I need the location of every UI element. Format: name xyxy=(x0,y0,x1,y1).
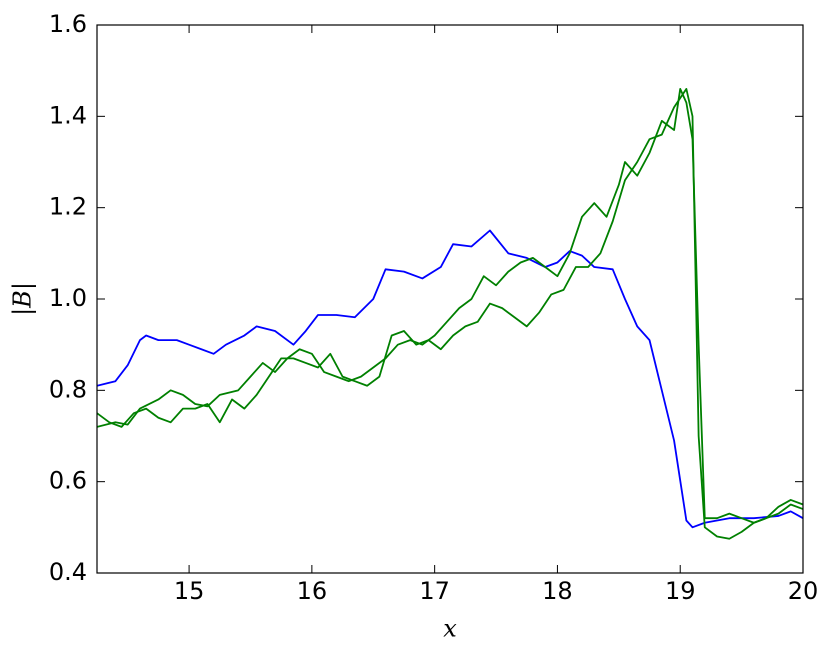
y-tick-label: 1.4 xyxy=(49,101,87,129)
x-tick-label: 16 xyxy=(297,577,328,605)
y-tick-label: 0.4 xyxy=(49,558,87,586)
y-tick-label: 1.0 xyxy=(49,284,87,312)
x-tick-label: 15 xyxy=(174,577,205,605)
y-tick-label: 0.6 xyxy=(49,467,87,495)
x-tick-label: 19 xyxy=(665,577,696,605)
y-axis-label: |B| xyxy=(9,282,38,316)
data-line xyxy=(97,88,803,540)
y-tick-label: 1.6 xyxy=(49,10,87,38)
plot-frame xyxy=(96,24,804,574)
x-tick-label: 18 xyxy=(542,577,573,605)
data-line xyxy=(97,88,803,524)
x-axis-label: x xyxy=(443,615,457,643)
x-tick-label: 17 xyxy=(419,577,450,605)
y-tick-label: 1.2 xyxy=(49,193,87,221)
y-tick-label: 0.8 xyxy=(49,375,87,403)
data-line xyxy=(97,229,803,529)
x-tick-label: 20 xyxy=(788,577,819,605)
